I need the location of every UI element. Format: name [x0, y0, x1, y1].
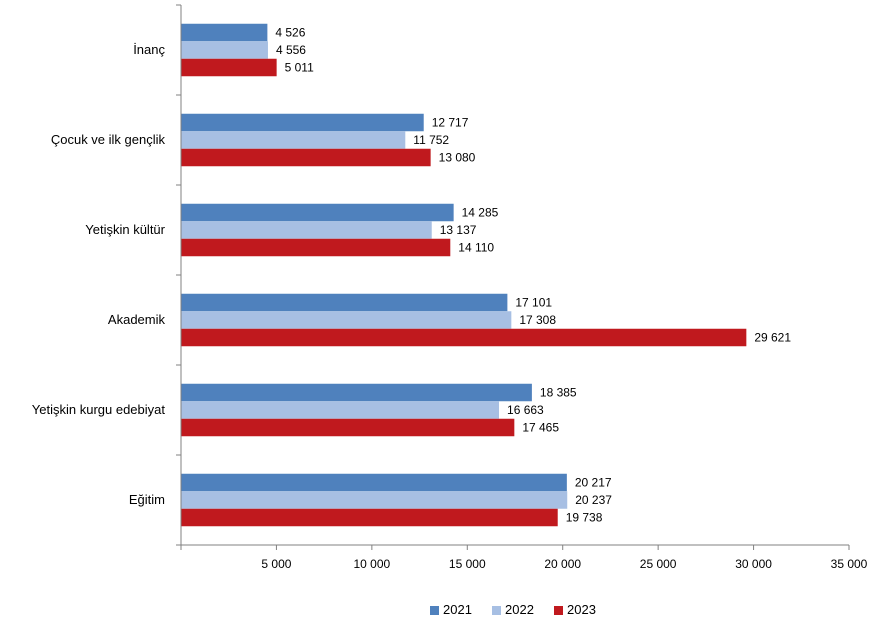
data-label: 14 110	[458, 241, 494, 255]
data-label: 13 137	[440, 223, 477, 237]
legend-label: 2021	[443, 602, 472, 617]
legend-swatch-2022	[492, 606, 501, 615]
x-tick-label: 10 000	[354, 557, 391, 571]
bar-2023	[181, 508, 558, 527]
data-label: 4 526	[275, 26, 305, 40]
data-label: 19 738	[566, 511, 603, 525]
data-label: 17 101	[515, 296, 552, 310]
bar-2023	[181, 58, 277, 77]
bar-2021	[181, 473, 567, 492]
data-label: 17 465	[522, 421, 559, 435]
bar-2023	[181, 238, 451, 257]
bar-2022	[181, 491, 568, 509]
bar-2022	[181, 311, 512, 329]
bar-2021	[181, 203, 454, 222]
bar-2021	[181, 113, 424, 132]
category-label: Eğitim	[129, 492, 165, 507]
category-label: İnanç	[133, 42, 165, 57]
x-tick-labels-group: 5 000 10 000 15 000 20 000 25 000 30 000 35 00…	[261, 557, 867, 571]
bar-2022	[181, 131, 406, 149]
legend-swatch-2023	[554, 606, 563, 615]
bar-2021	[181, 383, 532, 402]
data-label: 20 217	[575, 476, 612, 490]
category-label: Yetişkin kültür	[85, 222, 165, 237]
bar-2021	[181, 23, 268, 42]
legend-swatch-2021	[430, 606, 439, 615]
x-tick-label: 15 000	[449, 557, 486, 571]
data-labels-group: 4 526 4 556 5 011 12 717 11 752 13 080 14 285 1…	[275, 26, 791, 525]
data-label: 18 385	[540, 386, 577, 400]
x-tick-label: 25 000	[640, 557, 677, 571]
x-tick-label: 5 000	[261, 557, 291, 571]
legend-label: 2022	[505, 602, 534, 617]
data-label: 13 080	[439, 151, 476, 165]
legend: 2021 2022 2023	[430, 602, 596, 617]
data-label: 17 308	[519, 313, 556, 327]
category-label: Yetişkin kurgu edebiyat	[32, 402, 166, 417]
data-label: 29 621	[754, 331, 791, 345]
data-label: 16 663	[507, 403, 544, 417]
data-label: 20 237	[575, 493, 612, 507]
x-ticks-group	[180, 545, 850, 550]
bar-2023	[181, 328, 747, 347]
data-label: 5 011	[285, 61, 314, 75]
data-label: 11 752	[413, 133, 449, 147]
bar-2022	[181, 41, 268, 59]
bar-2022	[181, 401, 500, 419]
x-tick-label: 35 000	[831, 557, 868, 571]
legend-label: 2023	[567, 602, 596, 617]
category-label: Çocuk ve ilk gençlik	[51, 132, 166, 147]
category-label: Akademik	[108, 312, 166, 327]
bar-2021	[181, 293, 508, 312]
data-label: 4 556	[276, 43, 306, 57]
bar-2023	[181, 418, 515, 437]
bar-2022	[181, 221, 432, 239]
x-tick-label: 30 000	[735, 557, 772, 571]
bars-group	[181, 23, 747, 527]
data-label: 14 285	[462, 206, 499, 220]
data-label: 12 717	[432, 116, 469, 130]
category-labels-group: İnanç Çocuk ve ilk gençlik Yetişkin kültür…	[32, 42, 166, 507]
bar-2023	[181, 148, 431, 167]
category-ticks-group	[176, 4, 181, 546]
x-tick-label: 20 000	[544, 557, 581, 571]
axes-group	[180, 5, 849, 546]
